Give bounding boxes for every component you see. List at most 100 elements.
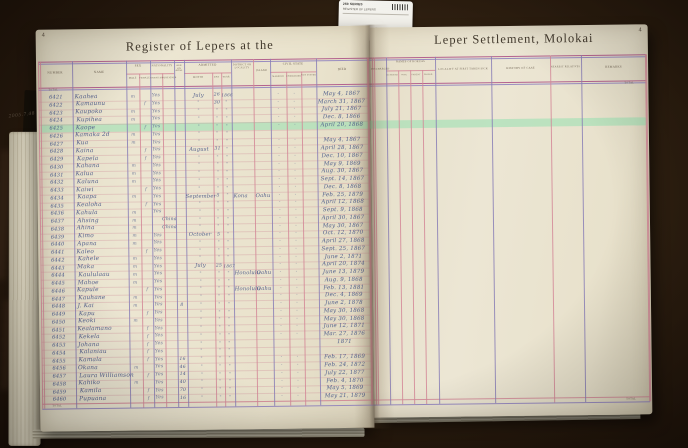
handwritten-entry: Johana <box>78 341 100 348</box>
handwritten-entry: " <box>278 184 281 190</box>
handwritten-entry: 8 <box>180 302 184 308</box>
printed-header-label: Year <box>222 75 230 78</box>
handwritten-entry: J. Kai <box>77 302 95 310</box>
printed-header-label: Parent <box>411 73 421 76</box>
handwritten-entry: Kimo <box>77 233 94 240</box>
handwritten-entry: 6442 <box>51 257 65 264</box>
handwritten-entry: " <box>225 139 229 145</box>
handwritten-entry: 6450 <box>51 319 66 326</box>
handwritten-entry: 6423 <box>49 110 63 117</box>
handwritten-entry: 16 <box>179 395 187 401</box>
handwritten-entry: Kapela <box>76 155 99 162</box>
handwritten-entry: " <box>279 254 282 260</box>
handwritten-entry: 6422 <box>49 102 63 109</box>
printed-header-label: Hawaiian <box>150 76 164 79</box>
handwritten-entry: May 30, 1868 <box>323 315 365 322</box>
handwritten-entry: " <box>277 99 280 105</box>
printed-header-label: Month <box>193 75 204 79</box>
handwritten-entry: " <box>294 145 297 151</box>
handwritten-entry: " <box>227 294 231 300</box>
printed-header-label: Married <box>272 75 285 78</box>
handwritten-entry: " <box>218 286 221 292</box>
handwritten-entry: 6460 <box>52 396 67 404</box>
printed-header-label: Husband <box>386 73 398 76</box>
handwritten-entry: " <box>295 261 298 267</box>
handwritten-entry: " <box>228 340 231 347</box>
handwritten-entry: July <box>192 92 204 99</box>
handwritten-entry: June 12, 1871 <box>323 323 365 330</box>
handwritten-entry: " <box>198 209 202 215</box>
handwritten-entry: " <box>200 325 203 331</box>
handwritten-entry: " <box>227 271 230 277</box>
handwritten-entry: Sept. 14, 1867 <box>320 175 365 183</box>
handwritten-entry: China <box>162 224 177 231</box>
handwritten-entry: Dec. 4, 1869 <box>325 292 363 299</box>
handwritten-entry: " <box>277 91 280 97</box>
handwritten-entry: April 27, 1868 <box>321 237 365 245</box>
handwritten-entry: 6430 <box>49 164 64 171</box>
handwritten-entry: Yes <box>152 132 161 138</box>
handwritten-entry: " <box>280 386 284 392</box>
handwritten-entry: 6448 <box>51 303 66 311</box>
handwritten-entry: " <box>225 124 228 130</box>
handwritten-entry: " <box>215 108 219 114</box>
printed-header-label: Not Stated <box>301 73 317 77</box>
handwritten-entry: 5 <box>216 193 220 199</box>
handwritten-entry: " <box>294 192 297 198</box>
handwritten-entry: Yes <box>154 279 163 285</box>
handwritten-entry: 6447 <box>51 296 66 303</box>
handwritten-entry: " <box>218 310 221 316</box>
handwritten-entry: " <box>218 348 222 354</box>
handwritten-entry: May 21, 1879 <box>324 392 366 400</box>
handwritten-entry: Yes <box>154 310 163 316</box>
handwritten-entry: " <box>277 122 280 128</box>
handwritten-entry: Kaope <box>75 124 96 131</box>
handwritten-entry: " <box>216 162 219 168</box>
printed-header-label: Age on Adm. <box>175 64 183 73</box>
handwritten-entry: Oahu <box>256 270 272 277</box>
column-rule <box>173 60 180 407</box>
handwritten-entry: " <box>280 324 283 330</box>
handwritten-entry: 6451 <box>51 327 66 334</box>
handwritten-entry: " <box>228 379 232 385</box>
handwritten-entry: 14 <box>179 372 186 378</box>
handwritten-entry: " <box>279 231 282 237</box>
handwritten-entry: " <box>197 132 201 138</box>
handwritten-entry: " <box>219 364 222 370</box>
handwritten-entry: Kahiko <box>78 380 101 387</box>
handwritten-entry: 30 <box>213 100 221 106</box>
handwritten-entry: " <box>296 378 299 384</box>
column-rule <box>580 55 587 402</box>
handwritten-entry: Yes <box>152 194 162 200</box>
handwritten-entry: Yes <box>152 139 161 145</box>
handwritten-entry: 6439 <box>50 234 65 241</box>
handwritten-entry: " <box>277 107 280 113</box>
handwritten-entry: m <box>131 194 137 200</box>
handwritten-entry: " <box>228 325 231 331</box>
handwritten-entry: " <box>225 116 228 122</box>
handwritten-entry: June 2, 1871 <box>324 253 363 260</box>
printed-header-label: History of Case <box>506 66 535 71</box>
handwritten-entry: April 30, 1867 <box>321 214 365 222</box>
handwritten-entry: " <box>295 292 298 298</box>
handwritten-entry: May 30, 1867 <box>322 222 364 229</box>
handwritten-entry: Kupihea <box>76 116 103 124</box>
handwritten-entry: Yes <box>152 170 162 176</box>
handwritten-entry: " <box>199 302 203 308</box>
handwritten-entry: " <box>226 185 229 192</box>
handwritten-entry: " <box>218 302 221 308</box>
handwritten-entry: 31 <box>214 146 221 153</box>
handwritten-entry: 6446 <box>51 288 66 295</box>
handwritten-entry: " <box>227 247 230 254</box>
handwritten-entry: " <box>200 380 204 386</box>
printed-header-label: Remarks <box>605 64 622 69</box>
handwritten-entry: " <box>199 256 202 262</box>
handwritten-entry: " <box>216 131 219 137</box>
handwritten-entry: 46 <box>179 364 186 370</box>
handwritten-entry: " <box>279 262 282 268</box>
handwritten-entry: Kaahea <box>74 93 98 100</box>
handwritten-entry: " <box>227 309 231 316</box>
handwritten-entry: " <box>225 147 229 153</box>
handwritten-entry: " <box>280 378 283 384</box>
handwritten-entry: 6428 <box>49 148 64 156</box>
